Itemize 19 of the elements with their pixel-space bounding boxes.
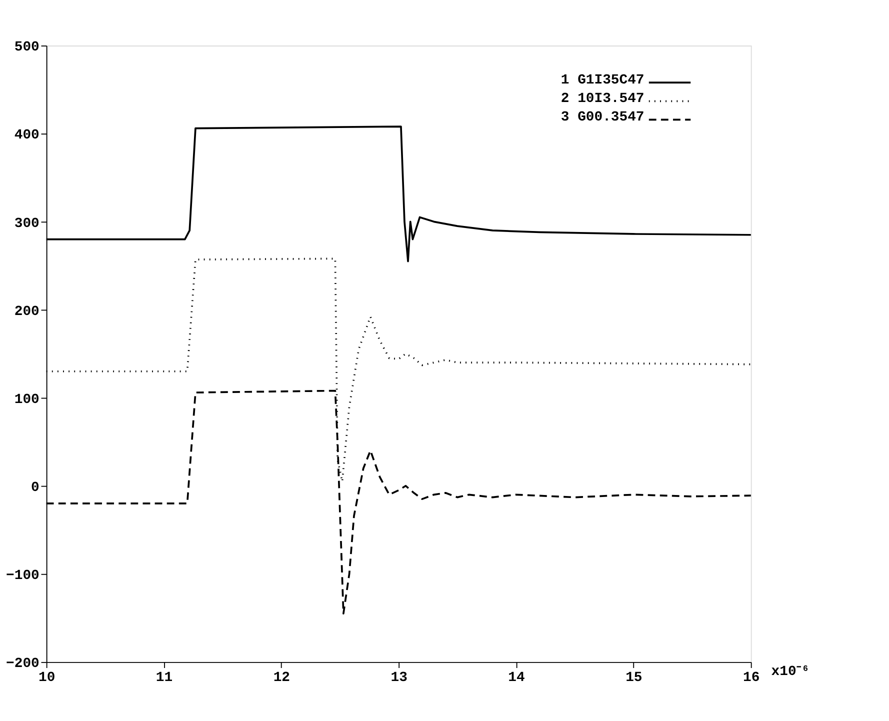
x-tick-label: 16 bbox=[743, 670, 760, 686]
legend-label: 2 10I3.547 bbox=[560, 91, 644, 108]
x-tick-label: 10 bbox=[38, 670, 56, 686]
y-tick-label: −200 bbox=[6, 656, 40, 672]
x-tick-label: 11 bbox=[156, 670, 173, 686]
y-tick-label: 0 bbox=[31, 480, 40, 496]
y-tick-label: 200 bbox=[14, 304, 40, 320]
legend-label: 1 G1I35C47 bbox=[560, 72, 644, 89]
x-tick-label: 15 bbox=[626, 670, 642, 686]
legend-label: 3 G00.3547 bbox=[560, 110, 644, 126]
y-tick-label: 400 bbox=[14, 128, 40, 144]
x-tick-label: 13 bbox=[390, 670, 408, 686]
x-tick-label: 14 bbox=[508, 670, 525, 686]
y-tick-label: 500 bbox=[14, 40, 40, 56]
x-axis-title: x10⁻⁶ bbox=[771, 664, 810, 680]
y-tick-label: 100 bbox=[14, 392, 40, 408]
y-tick-label: −100 bbox=[6, 568, 40, 584]
y-tick-label: 300 bbox=[14, 216, 40, 232]
x-tick-label: 12 bbox=[273, 670, 290, 686]
